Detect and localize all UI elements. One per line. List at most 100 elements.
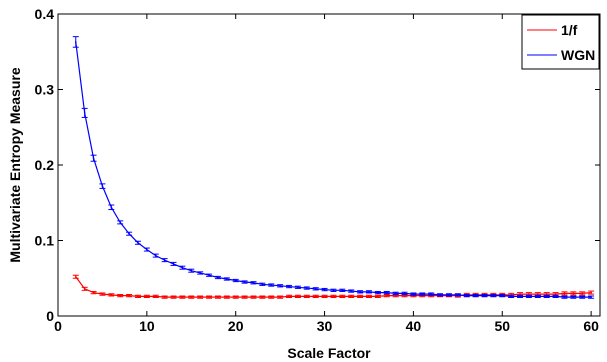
y-tick-label: 0.1 bbox=[35, 233, 55, 249]
data-point bbox=[519, 295, 521, 298]
data-point bbox=[563, 296, 566, 298]
data-point bbox=[359, 295, 361, 298]
data-point bbox=[368, 291, 370, 293]
data-point bbox=[181, 296, 184, 298]
y-tick-label: 0.4 bbox=[35, 6, 55, 22]
data-point bbox=[537, 295, 539, 298]
x-tick-label: 0 bbox=[54, 318, 62, 334]
data-point bbox=[590, 296, 592, 298]
data-point bbox=[92, 291, 95, 294]
data-point bbox=[350, 290, 353, 292]
legend-box bbox=[521, 14, 600, 70]
data-point bbox=[137, 295, 139, 298]
data-point bbox=[74, 275, 77, 278]
data-point bbox=[74, 41, 77, 43]
data-point bbox=[483, 294, 486, 297]
data-point bbox=[119, 294, 121, 297]
data-point bbox=[110, 294, 113, 296]
y-tick-label: 0.2 bbox=[35, 157, 55, 173]
data-point bbox=[261, 283, 264, 286]
data-point bbox=[83, 288, 86, 290]
data-point bbox=[394, 294, 397, 297]
data-point bbox=[199, 296, 201, 298]
data-point bbox=[270, 296, 273, 298]
data-point bbox=[501, 294, 504, 297]
data-point bbox=[394, 292, 397, 295]
data-point bbox=[110, 206, 113, 209]
data-point bbox=[243, 296, 246, 298]
plot-area bbox=[58, 14, 600, 316]
legend-label-1f: 1/f bbox=[561, 22, 578, 38]
data-point bbox=[270, 284, 273, 286]
data-point bbox=[243, 281, 246, 283]
data-point bbox=[137, 241, 139, 244]
data-point bbox=[581, 296, 584, 298]
data-point bbox=[368, 295, 370, 298]
data-point bbox=[297, 286, 299, 289]
data-point bbox=[554, 295, 557, 298]
data-point bbox=[510, 295, 512, 298]
data-point bbox=[163, 259, 166, 261]
data-point bbox=[128, 232, 130, 235]
x-tick-label: 60 bbox=[583, 318, 599, 334]
data-point bbox=[314, 288, 317, 290]
data-point bbox=[154, 254, 157, 257]
data-point bbox=[146, 248, 148, 251]
data-point bbox=[412, 293, 415, 295]
tick-layer: 0 10 20 30 40 50 60 0 0.1 0.2 0.3 0.4 bbox=[35, 6, 600, 334]
legend: 1/f WGN bbox=[521, 14, 600, 70]
data-point bbox=[465, 294, 468, 297]
y-tick-label: 0.3 bbox=[35, 82, 55, 98]
data-point bbox=[519, 293, 521, 295]
data-point bbox=[403, 292, 406, 295]
data-point bbox=[92, 157, 95, 160]
data-point bbox=[226, 296, 228, 298]
data-point bbox=[385, 294, 388, 297]
data-point bbox=[314, 295, 317, 298]
data-point bbox=[341, 289, 344, 292]
x-axis-label: Scale Factor bbox=[287, 345, 371, 361]
data-point bbox=[154, 295, 157, 298]
data-point bbox=[83, 112, 86, 114]
y-tick-label: 0 bbox=[46, 308, 54, 324]
data-point bbox=[261, 296, 264, 298]
data-point bbox=[421, 293, 424, 295]
data-point bbox=[377, 295, 379, 298]
data-point bbox=[234, 279, 237, 282]
data-point bbox=[101, 293, 104, 295]
data-point bbox=[252, 281, 255, 284]
data-point bbox=[163, 296, 166, 298]
data-point bbox=[332, 289, 335, 292]
data-point bbox=[190, 269, 193, 272]
x-tick-label: 30 bbox=[317, 318, 333, 334]
data-point bbox=[439, 294, 441, 296]
data-point bbox=[545, 293, 548, 295]
series-wgn bbox=[72, 36, 595, 299]
data-point bbox=[492, 294, 495, 297]
data-point bbox=[563, 292, 566, 295]
data-point bbox=[448, 294, 450, 296]
data-point bbox=[234, 296, 237, 298]
data-point bbox=[305, 295, 308, 298]
data-point bbox=[528, 295, 530, 298]
y-axis-label: Multivariate Entropy Measure bbox=[7, 67, 23, 262]
data-point bbox=[288, 295, 290, 298]
data-point bbox=[217, 276, 219, 279]
data-point bbox=[403, 294, 406, 297]
data-point bbox=[226, 278, 228, 280]
series-layer bbox=[72, 36, 595, 299]
data-point bbox=[350, 295, 353, 298]
data-point bbox=[385, 291, 388, 294]
data-point bbox=[119, 221, 121, 224]
x-tick-label: 20 bbox=[228, 318, 244, 334]
data-point bbox=[528, 293, 530, 295]
data-point bbox=[537, 293, 539, 295]
data-point bbox=[572, 292, 575, 295]
data-point bbox=[172, 263, 175, 265]
data-point bbox=[208, 274, 210, 277]
data-point bbox=[279, 296, 281, 298]
data-point bbox=[199, 272, 201, 274]
data-point bbox=[217, 296, 219, 298]
data-point bbox=[590, 291, 592, 294]
